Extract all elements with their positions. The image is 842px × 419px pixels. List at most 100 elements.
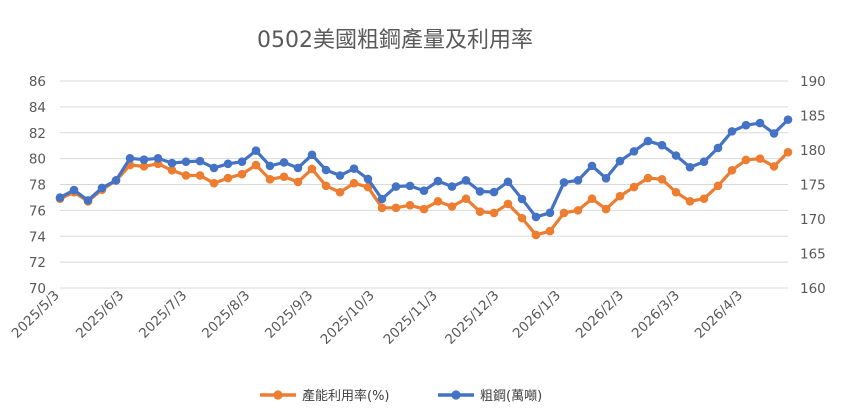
data-point: [349, 164, 359, 173]
data-point: [489, 208, 499, 218]
data-point: [769, 162, 779, 171]
data-point: [741, 120, 751, 130]
data-point: [559, 178, 569, 187]
left-tick-label: 70: [29, 281, 46, 297]
data-point: [181, 171, 191, 180]
data-point: [251, 160, 261, 170]
right-axis: 160 165 170 175 180 185 190: [800, 74, 826, 297]
left-tick-label: 74: [29, 229, 46, 245]
data-point: [265, 175, 275, 184]
data-point: [265, 161, 275, 171]
left-tick-label: 72: [29, 255, 46, 271]
x-tick-label: 2025/9/3: [262, 288, 316, 342]
data-point: [573, 176, 583, 185]
data-point: [657, 175, 667, 184]
data-point: [55, 193, 65, 202]
data-point: [517, 194, 527, 204]
data-point: [755, 118, 765, 128]
data-point: [405, 200, 415, 210]
data-point: [139, 155, 149, 164]
data-point: [657, 140, 667, 150]
plot-series: [55, 115, 793, 240]
data-point: [279, 172, 289, 182]
data-point: [713, 181, 723, 191]
data-point: [545, 226, 555, 236]
data-point: [629, 147, 639, 156]
data-point: [643, 173, 653, 183]
data-point: [489, 187, 499, 197]
data-point: [671, 187, 681, 197]
legend-label-crude-steel: 粗鋼(萬噸): [480, 389, 542, 404]
x-tick-label: 2026/3/3: [629, 288, 683, 342]
left-tick-label: 80: [29, 152, 46, 168]
data-point: [69, 185, 79, 195]
data-point: [475, 187, 485, 196]
data-point: [307, 150, 317, 160]
x-tick-label: 2026/2/3: [573, 288, 627, 342]
left-tick-label: 78: [29, 178, 46, 194]
data-point: [335, 171, 345, 180]
left-axis: 70 72 74 76 78 80 82 84 86: [29, 74, 46, 297]
data-point: [419, 204, 429, 214]
data-point: [321, 165, 331, 175]
data-point: [279, 158, 289, 167]
data-point: [251, 146, 261, 155]
data-point: [629, 182, 639, 192]
data-point: [209, 178, 219, 188]
legend-item-crude-steel[interactable]: 粗鋼(萬噸): [438, 389, 542, 404]
data-point: [167, 165, 177, 175]
data-point: [363, 174, 373, 184]
data-point: [741, 155, 751, 165]
data-point: [503, 199, 513, 209]
data-point: [195, 171, 205, 180]
data-point: [307, 164, 317, 174]
x-tick-label: 2025/6/3: [73, 288, 127, 342]
data-point: [293, 177, 303, 187]
legend-label-utilization: 產能利用率(%): [302, 388, 390, 404]
data-point: [237, 169, 247, 179]
data-point: [727, 165, 737, 175]
data-point: [363, 182, 373, 192]
data-point: [419, 186, 429, 196]
data-point: [461, 176, 471, 185]
data-point: [377, 203, 387, 213]
data-point: [377, 194, 387, 204]
gridlines: [60, 80, 788, 289]
right-tick-label: 185: [800, 109, 826, 125]
data-point: [447, 202, 457, 211]
x-tick-label: 2025/8/3: [199, 288, 253, 342]
right-tick-label: 160: [800, 281, 826, 297]
data-point: [167, 158, 177, 168]
x-tick-label: 2026/4/3: [692, 288, 746, 342]
data-point: [447, 182, 457, 191]
data-point: [391, 203, 401, 213]
data-point: [223, 173, 233, 183]
right-tick-label: 175: [800, 178, 826, 194]
data-point: [223, 159, 233, 169]
data-point: [433, 197, 443, 206]
data-point: [699, 157, 709, 167]
right-tick-label: 165: [800, 247, 826, 263]
legend-item-utilization[interactable]: 產能利用率(%): [260, 388, 390, 404]
data-point: [685, 162, 695, 172]
data-point: [349, 178, 359, 188]
data-point: [153, 153, 163, 163]
data-point: [531, 230, 541, 240]
series-crude-steel: [55, 115, 793, 222]
data-point: [769, 129, 779, 138]
legend-marker-crude-steel: [451, 390, 461, 400]
x-tick-label: 2026/1/3: [510, 288, 564, 342]
data-point: [83, 196, 93, 205]
data-point: [601, 173, 611, 183]
data-point: [615, 156, 625, 166]
data-point: [517, 213, 527, 223]
x-tick-label: 2025/11/3: [381, 288, 441, 348]
data-point: [587, 194, 597, 204]
right-tick-label: 190: [800, 74, 826, 90]
right-tick-label: 180: [800, 143, 826, 159]
data-point: [461, 194, 471, 204]
data-point: [209, 163, 219, 173]
data-point: [111, 176, 121, 185]
data-point: [643, 136, 653, 146]
